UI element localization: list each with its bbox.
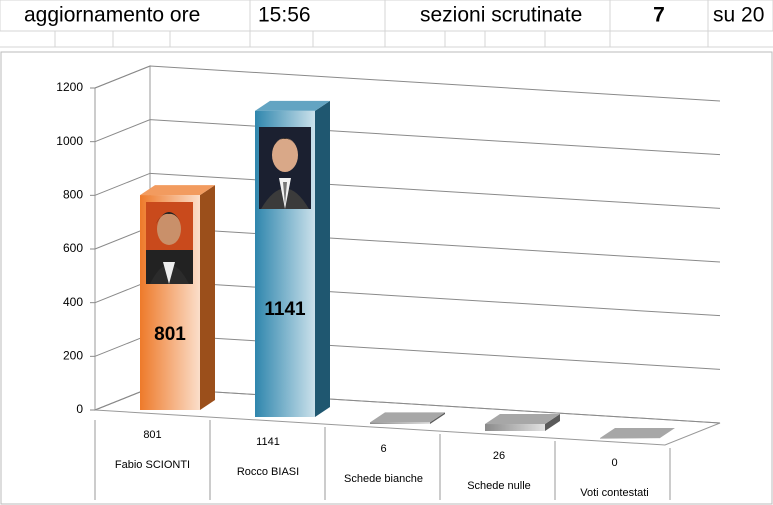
y-tick-label: 1200 <box>56 80 83 94</box>
grid-line <box>94 119 721 156</box>
bar <box>600 438 660 439</box>
grid-line <box>94 172 721 209</box>
cell <box>609 0 709 32</box>
chart: 0 200 400 600 800 1000 1200 801 801 Fabio SCIONTI… <box>56 65 721 500</box>
header-label: aggiornamento ore <box>24 4 200 27</box>
y-tick-label: 200 <box>63 349 83 363</box>
photo <box>259 127 311 209</box>
table-value: 1141 <box>256 436 280 448</box>
y-tick-label: 400 <box>63 295 83 309</box>
bar-side <box>545 414 560 431</box>
header-count: 7 <box>653 4 665 27</box>
bar-top <box>600 428 675 438</box>
table-value: 26 <box>493 450 505 462</box>
x-tick-label: Fabio SCIONTI <box>115 459 190 471</box>
sheet-rows: aggiornamento ore 15:56 sezioni scrutina… <box>0 0 773 48</box>
header-label: sezioni scrutinate <box>420 4 582 27</box>
bar-top <box>255 100 330 111</box>
table-value: 6 <box>380 443 386 455</box>
x-tick-label: Schede bianche <box>344 473 423 485</box>
y-tick-label: 1000 <box>56 134 83 148</box>
y-tick-label: 800 <box>63 188 83 202</box>
y-tick-label: 600 <box>63 241 83 255</box>
table-value: 801 <box>143 429 161 441</box>
y-tick-label: 0 <box>76 402 83 416</box>
data-label: 801 <box>154 324 186 345</box>
bar-side <box>315 100 330 417</box>
cell <box>249 0 386 32</box>
photo <box>146 202 193 284</box>
bar-top <box>140 185 215 196</box>
bar-side <box>430 412 445 424</box>
grid-line <box>94 65 721 102</box>
bar-top <box>485 414 560 425</box>
x-tick-label: Voti contestati <box>580 487 649 499</box>
bar <box>485 424 545 431</box>
bar-top <box>370 412 445 423</box>
header-time: 15:56 <box>258 4 311 27</box>
cell <box>707 0 773 32</box>
bar <box>370 422 430 424</box>
empty-row <box>0 31 773 48</box>
table-value: 0 <box>611 457 617 469</box>
x-tick-label: Rocco BIASI <box>237 466 299 478</box>
x-tick-label: Schede nulle <box>467 480 531 492</box>
header-total: su 20 <box>713 4 764 27</box>
bar-side <box>200 185 215 410</box>
data-label: 1141 <box>264 299 306 320</box>
